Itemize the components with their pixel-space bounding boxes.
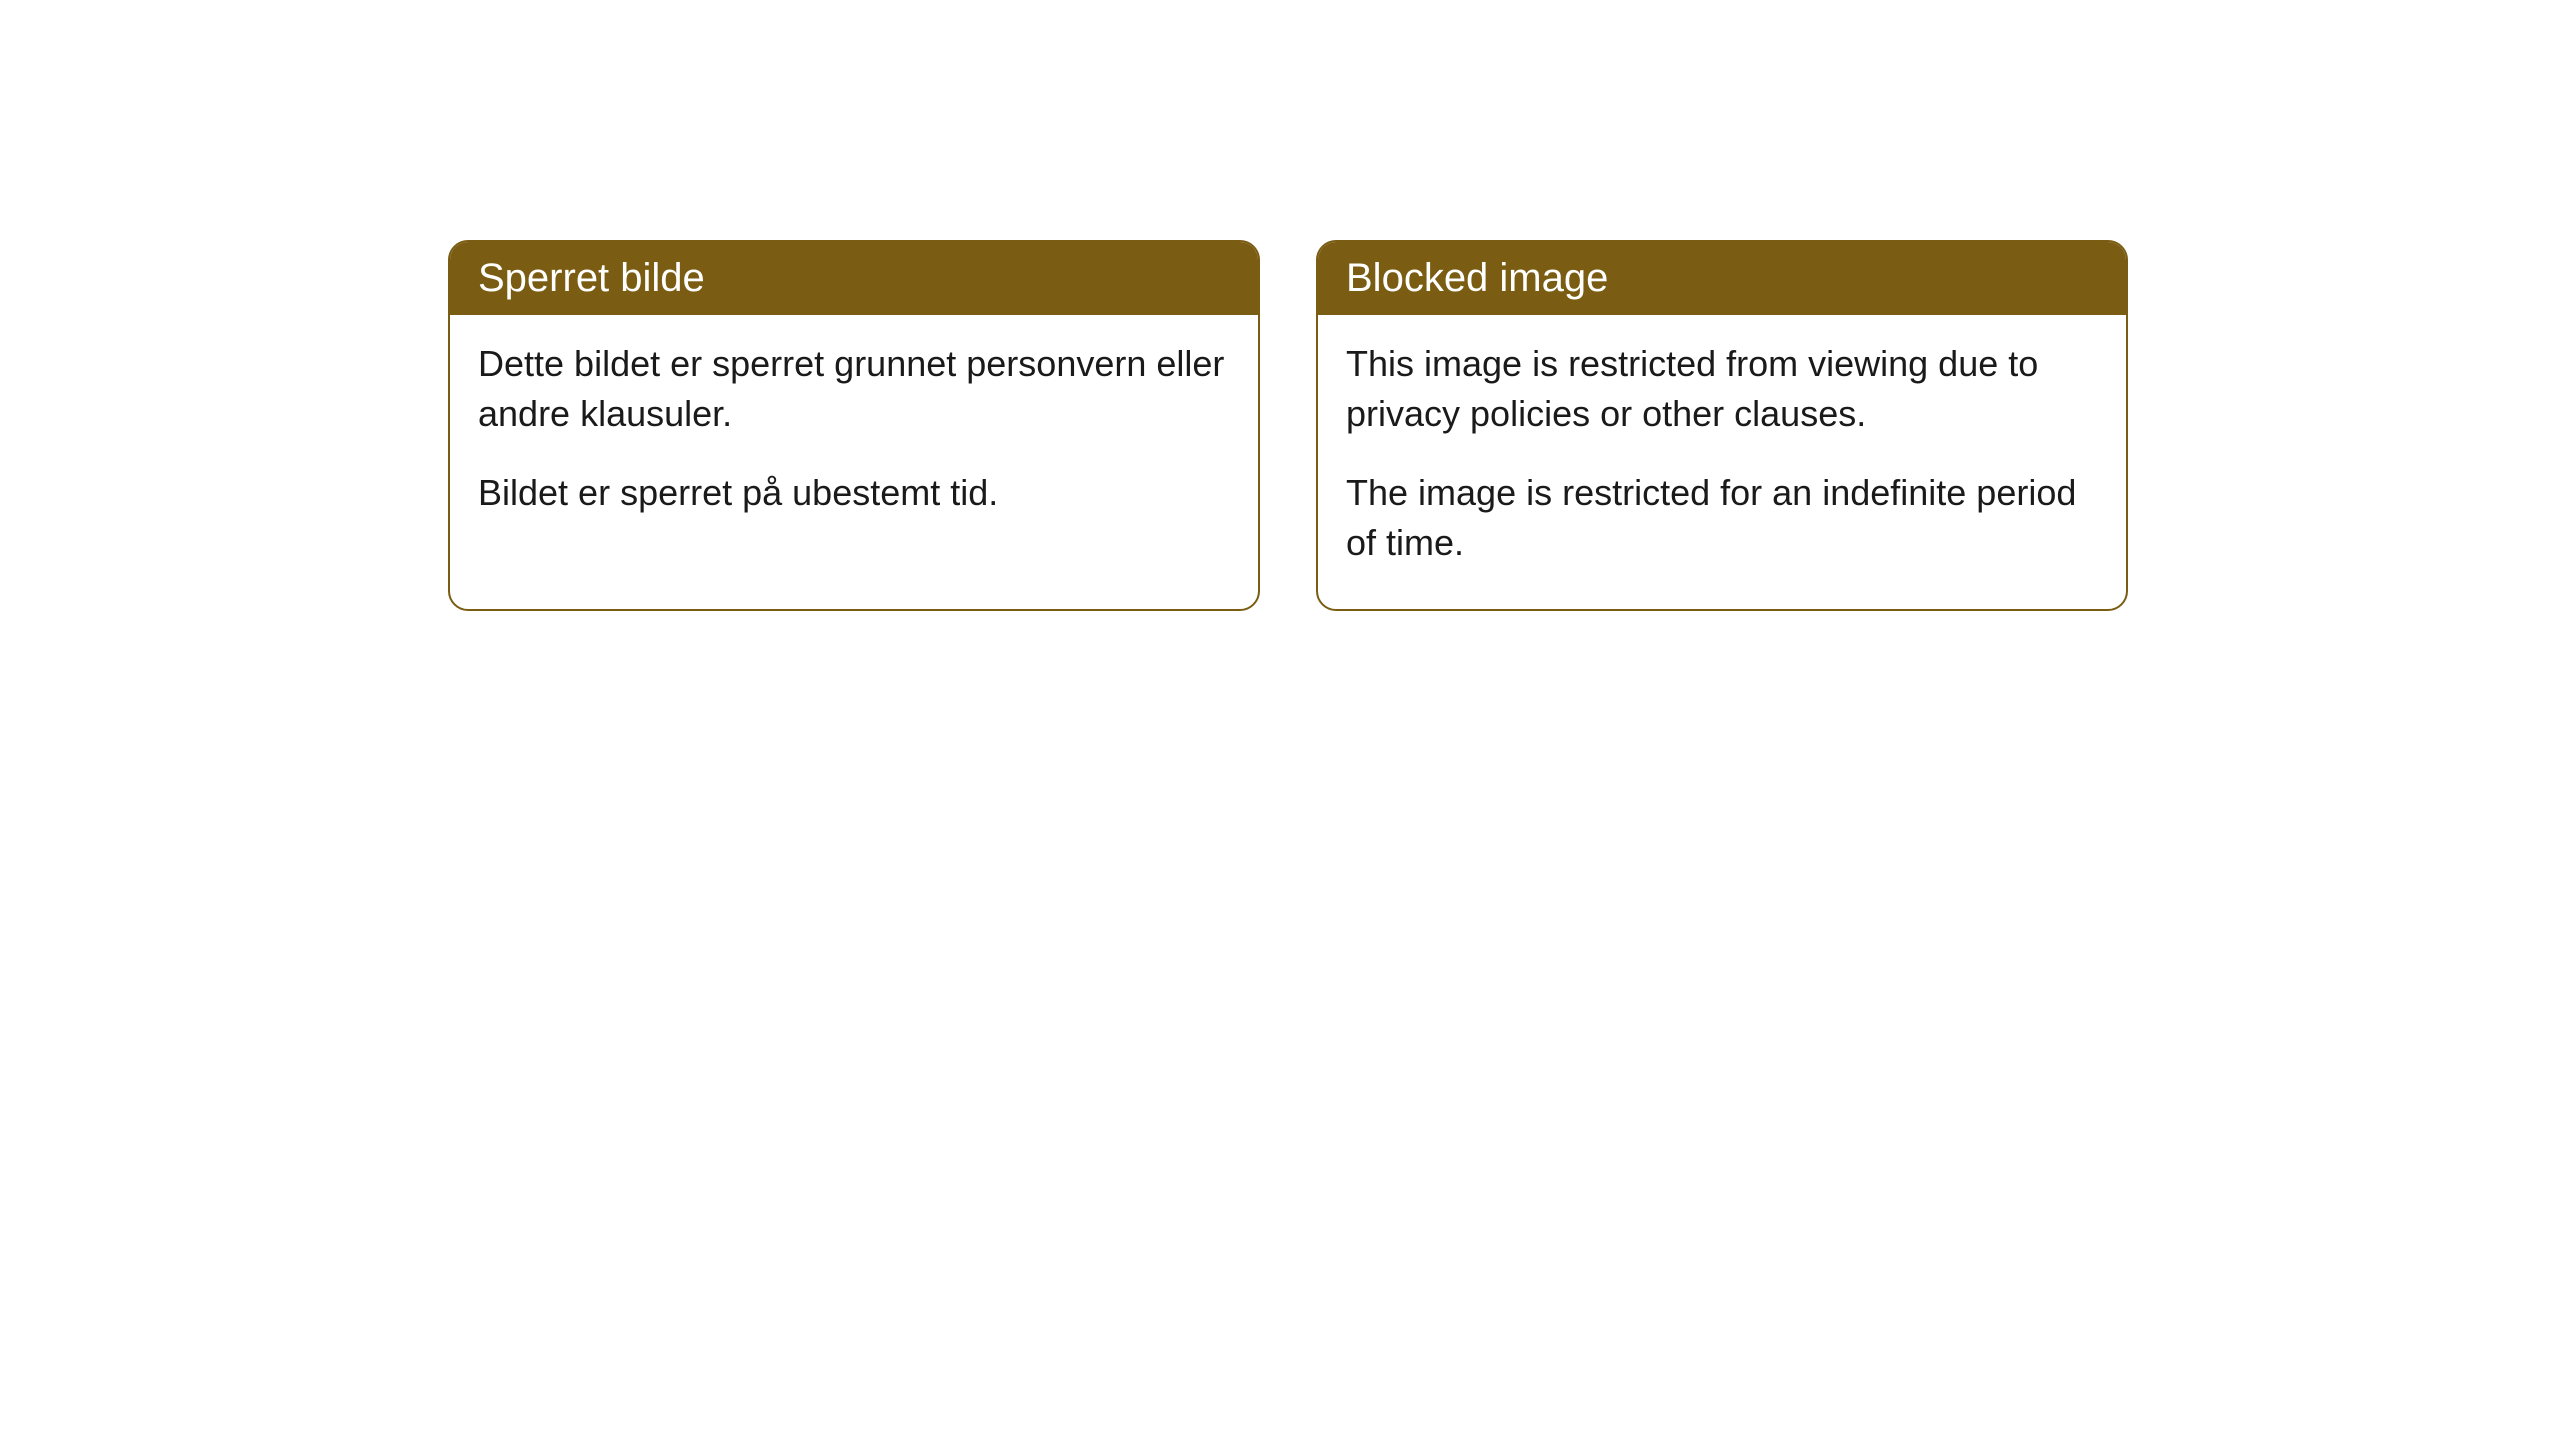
notice-cards-container: Sperret bilde Dette bildet er sperret gr…	[448, 240, 2560, 611]
card-header-norwegian: Sperret bilde	[450, 242, 1258, 315]
card-body-norwegian: Dette bildet er sperret grunnet personve…	[450, 315, 1258, 558]
card-header-english: Blocked image	[1318, 242, 2126, 315]
card-paragraph: This image is restricted from viewing du…	[1346, 339, 2098, 440]
notice-card-english: Blocked image This image is restricted f…	[1316, 240, 2128, 611]
card-paragraph: Dette bildet er sperret grunnet personve…	[478, 339, 1230, 440]
card-body-english: This image is restricted from viewing du…	[1318, 315, 2126, 609]
card-paragraph: The image is restricted for an indefinit…	[1346, 468, 2098, 569]
card-title: Blocked image	[1346, 256, 1608, 300]
card-title: Sperret bilde	[478, 256, 705, 300]
card-paragraph: Bildet er sperret på ubestemt tid.	[478, 468, 1230, 518]
notice-card-norwegian: Sperret bilde Dette bildet er sperret gr…	[448, 240, 1260, 611]
